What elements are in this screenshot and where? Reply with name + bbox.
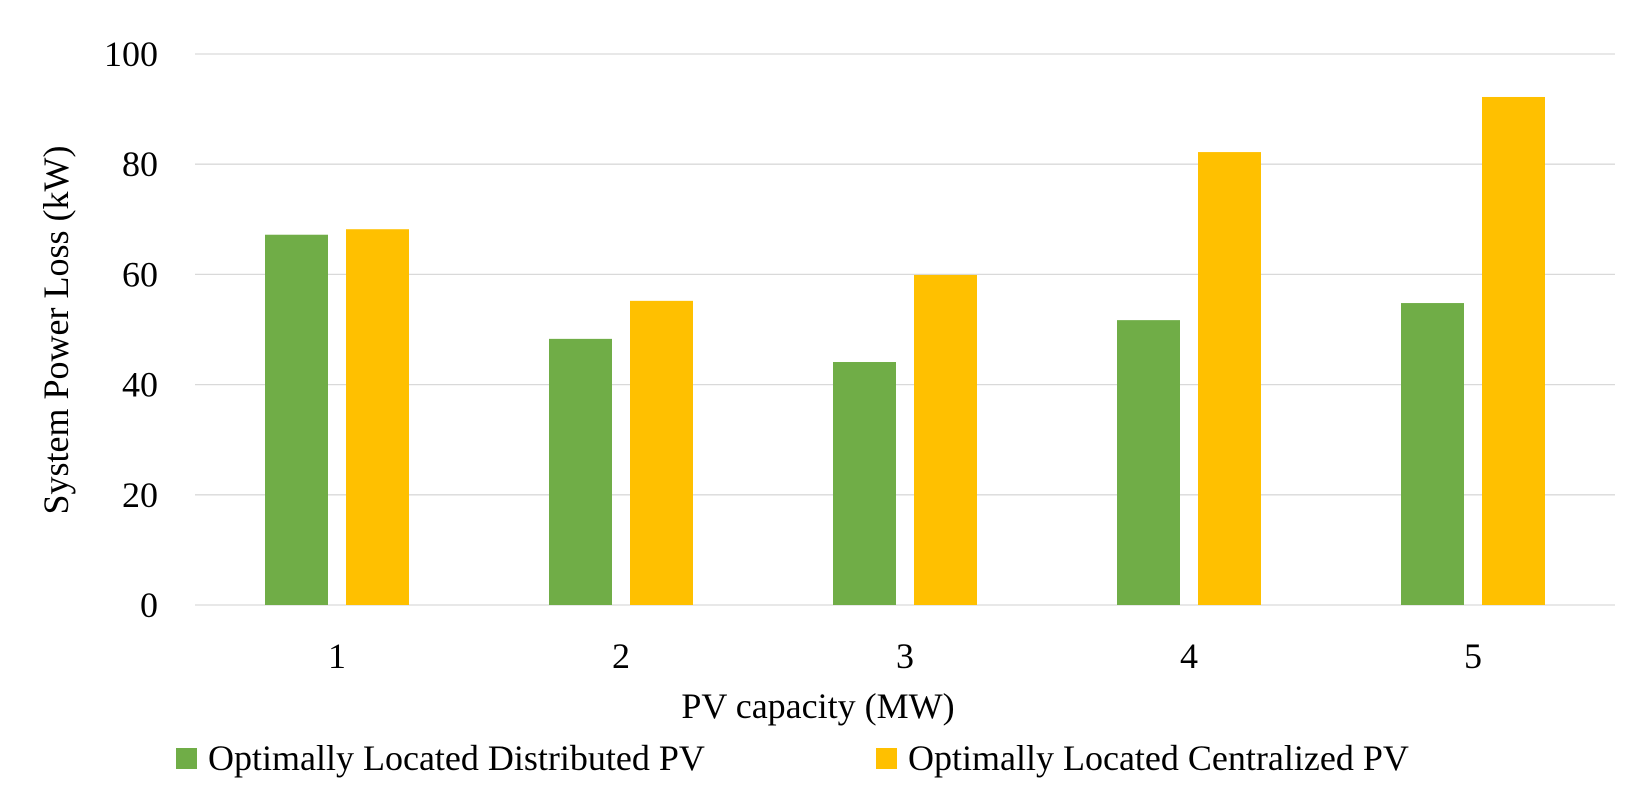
x-tick-label: 5	[1464, 636, 1482, 676]
bar-centralized-1	[346, 229, 409, 605]
y-tick-label: 80	[122, 144, 158, 184]
x-tick-label: 1	[328, 636, 346, 676]
x-tick-label: 4	[1180, 636, 1198, 676]
x-axis-ticks: 1 2 3 4 5	[328, 636, 1482, 676]
legend-swatch	[876, 748, 897, 769]
bar-distributed-4	[1117, 320, 1180, 605]
y-tick-label: 100	[104, 34, 158, 74]
legend-label: Optimally Located Centralized PV	[908, 738, 1409, 778]
bar-distributed-5	[1401, 303, 1464, 605]
bar-centralized-3	[914, 274, 977, 605]
bars	[265, 96, 1545, 605]
y-axis-title: System Power Loss (kW)	[36, 146, 76, 515]
bar-centralized-5	[1482, 96, 1545, 605]
legend-swatch	[176, 748, 197, 769]
bar-distributed-2	[549, 338, 612, 605]
legend: Optimally Located Distributed PV Optimall…	[176, 738, 1409, 778]
x-tick-label: 2	[612, 636, 630, 676]
legend-label: Optimally Located Distributed PV	[208, 738, 705, 778]
gridlines	[195, 53, 1615, 606]
y-tick-label: 0	[140, 585, 158, 625]
x-tick-label: 3	[896, 636, 914, 676]
legend-item: Optimally Located Distributed PV	[176, 738, 705, 778]
bar-centralized-4	[1198, 152, 1261, 605]
y-tick-label: 60	[122, 254, 158, 294]
y-tick-label: 40	[122, 365, 158, 405]
bar-distributed-3	[833, 362, 896, 605]
bar-centralized-2	[630, 300, 693, 605]
legend-item: Optimally Located Centralized PV	[876, 738, 1409, 778]
x-axis-title: PV capacity (MW)	[681, 686, 954, 726]
bar-distributed-1	[265, 234, 328, 605]
y-tick-label: 20	[122, 475, 158, 515]
y-axis-ticks: 0 20 40 60 80 100	[104, 34, 158, 625]
